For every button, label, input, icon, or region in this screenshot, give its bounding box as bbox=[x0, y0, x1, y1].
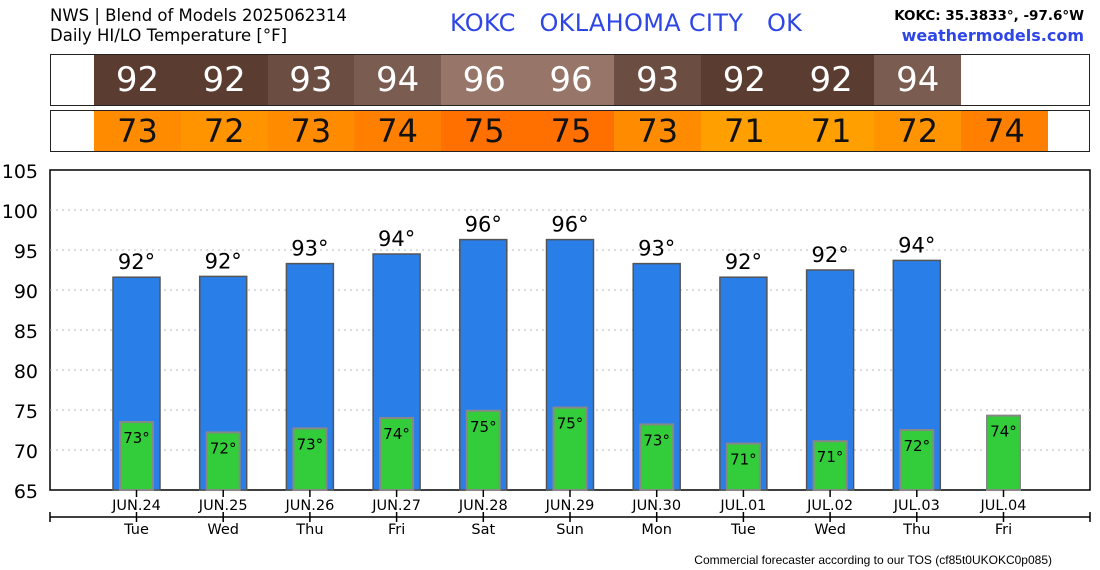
chart-header: NWS | Blend of Models 2025062314 Daily H… bbox=[50, 6, 347, 46]
high-temp-label: 93° bbox=[638, 237, 675, 261]
site-link[interactable]: weathermodels.com bbox=[901, 26, 1084, 45]
high-temp-label: 92° bbox=[118, 250, 155, 274]
y-tick-label: 90 bbox=[14, 281, 38, 303]
low-temp-strip: 73 72 73 74 75 75 73 71 71 72 74 bbox=[50, 110, 1090, 152]
lo-cell: 72 bbox=[180, 111, 268, 151]
x-date-label: JUN.28 bbox=[458, 498, 508, 514]
x-date-label: JUN.27 bbox=[371, 498, 421, 514]
hi-cell: 94 bbox=[354, 55, 441, 105]
low-temp-label: 73° bbox=[123, 429, 150, 447]
low-temp-label: 73° bbox=[297, 435, 324, 453]
low-temp-label: 74° bbox=[383, 425, 410, 443]
station-coordinates: KOKC: 35.3833°, -97.6°W bbox=[894, 8, 1084, 24]
x-date-label: JUN.25 bbox=[198, 498, 248, 514]
hi-cell: 92 bbox=[787, 55, 875, 105]
y-tick-label: 85 bbox=[14, 321, 38, 343]
y-tick-label: 65 bbox=[14, 481, 38, 503]
x-date-label: JUN.30 bbox=[631, 498, 681, 514]
high-temp-strip: 92 92 93 94 96 96 93 92 92 94 bbox=[50, 54, 1090, 106]
x-day-label: Tue bbox=[730, 522, 756, 538]
x-date-label: JUL.03 bbox=[893, 498, 940, 514]
lo-cell: 74 bbox=[354, 111, 441, 151]
chart-title: NWS | Blend of Models 2025062314 bbox=[50, 6, 347, 25]
low-temp-label: 71° bbox=[817, 448, 844, 466]
hi-cell: 96 bbox=[527, 55, 615, 105]
high-temp-label: 94° bbox=[898, 233, 935, 257]
high-temp-label: 92° bbox=[725, 250, 762, 274]
hi-cell: 92 bbox=[701, 55, 788, 105]
high-temp-label: 92° bbox=[205, 249, 242, 273]
low-temp-bar bbox=[899, 429, 935, 491]
lo-cell: 75 bbox=[527, 111, 615, 151]
low-temp-label: 75° bbox=[557, 415, 584, 433]
x-day-label: Fri bbox=[388, 522, 405, 538]
low-temp-bar bbox=[465, 409, 501, 491]
x-day-label: Fri bbox=[995, 522, 1012, 538]
low-temp-label: 72° bbox=[904, 437, 931, 455]
x-date-label: JUL.01 bbox=[719, 498, 766, 514]
hi-cell: 92 bbox=[94, 55, 181, 105]
y-tick-label: 80 bbox=[14, 361, 38, 383]
x-date-label: JUL.02 bbox=[806, 498, 853, 514]
low-temp-bar bbox=[812, 440, 848, 492]
x-day-label: Tue bbox=[123, 522, 149, 538]
high-temp-label: 93° bbox=[291, 237, 328, 261]
hi-cell: 93 bbox=[267, 55, 355, 105]
low-temp-bar bbox=[639, 423, 675, 491]
low-temp-label: 75° bbox=[470, 418, 497, 436]
lo-cell: 73 bbox=[267, 111, 355, 151]
high-temp-label: 94° bbox=[378, 227, 415, 251]
x-day-label: Thu bbox=[295, 522, 323, 538]
low-temp-label: 74° bbox=[990, 423, 1017, 441]
x-date-label: JUN.26 bbox=[285, 498, 335, 514]
low-temp-bar bbox=[986, 414, 1021, 492]
low-temp-label: 73° bbox=[643, 431, 670, 449]
x-day-label: Sat bbox=[471, 522, 495, 538]
x-day-label: Thu bbox=[902, 522, 930, 538]
lo-cell: 71 bbox=[701, 111, 788, 151]
low-temp-bar bbox=[205, 431, 241, 491]
y-tick-label: 75 bbox=[14, 401, 38, 423]
station-info: KOKC: 35.3833°, -97.6°W weathermodels.co… bbox=[894, 6, 1084, 46]
lo-cell: 71 bbox=[787, 111, 875, 151]
low-temp-label: 71° bbox=[730, 451, 757, 469]
chart-subtitle: Daily HI/LO Temperature [°F] bbox=[50, 26, 288, 45]
y-tick-label: 105 bbox=[2, 161, 38, 183]
high-temp-label: 92° bbox=[811, 243, 848, 267]
x-day-label: Wed bbox=[207, 522, 239, 538]
x-date-label: JUN.29 bbox=[545, 498, 595, 514]
hi-cell: 96 bbox=[440, 55, 528, 105]
x-day-label: Mon bbox=[641, 522, 672, 538]
x-day-label: Sun bbox=[556, 522, 584, 538]
high-temp-label: 96° bbox=[465, 213, 502, 237]
high-temp-label: 96° bbox=[551, 213, 588, 237]
low-temp-bar bbox=[552, 406, 588, 492]
hi-cell: 92 bbox=[180, 55, 268, 105]
lo-cell: 72 bbox=[874, 111, 962, 151]
low-temp-label: 72° bbox=[210, 439, 237, 457]
y-tick-label: 100 bbox=[2, 201, 38, 223]
hi-cell: 94 bbox=[874, 55, 962, 105]
lo-cell: 73 bbox=[94, 111, 181, 151]
footer-note: Commercial forecaster according to our T… bbox=[694, 553, 1052, 567]
y-tick-label: 95 bbox=[14, 241, 38, 263]
y-tick-label: 70 bbox=[14, 441, 38, 463]
lo-cell: 73 bbox=[614, 111, 702, 151]
low-temp-bar bbox=[725, 442, 761, 492]
lo-cell: 74 bbox=[961, 111, 1048, 151]
x-date-label: JUL.04 bbox=[979, 498, 1026, 514]
low-temp-bar bbox=[292, 427, 328, 491]
lo-cell: 75 bbox=[440, 111, 528, 151]
x-date-label: JUN.24 bbox=[111, 498, 161, 514]
x-day-label: Wed bbox=[814, 522, 846, 538]
hi-cell: 93 bbox=[614, 55, 702, 105]
station-title: KOKC OKLAHOMA CITY OK bbox=[450, 9, 803, 37]
